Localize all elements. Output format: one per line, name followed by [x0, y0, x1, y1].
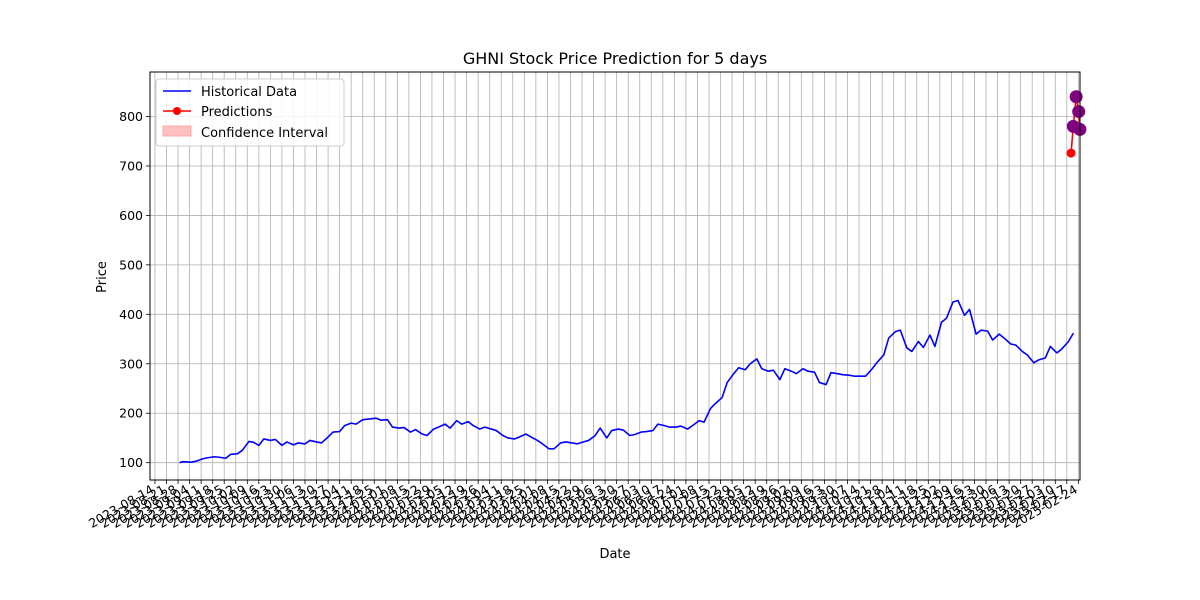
x-axis-label: Date — [599, 547, 630, 562]
y-tick-label: 400 — [119, 307, 143, 322]
legend-confidence-label: Confidence Interval — [201, 126, 328, 141]
legend-box — [155, 78, 345, 147]
y-tick-label: 600 — [119, 208, 143, 223]
y-tick-label: 500 — [119, 257, 143, 272]
y-tick-label: 300 — [119, 356, 143, 371]
y-tick-label: 100 — [119, 455, 143, 470]
legend-historical-label: Historical Data — [201, 85, 297, 100]
legend-confidence-swatch — [162, 125, 192, 137]
plot-area-frame — [149, 71, 1081, 481]
legend-predictions-label: Predictions — [201, 105, 273, 120]
chart-title: GHNI Stock Price Prediction for 5 days — [463, 49, 767, 68]
legend-predictions-marker — [173, 107, 181, 115]
historical-data-line — [179, 299, 1075, 464]
x-axis: 2023-08-142023-08-212023-08-282023-09-04… — [86, 480, 1080, 531]
prediction-point — [1069, 90, 1083, 104]
y-tick-label: 800 — [119, 109, 143, 124]
prediction-point — [1072, 105, 1086, 119]
y-tick-label: 200 — [119, 406, 143, 421]
y-axis: 100 200 300 400 500 600 700 800 — [119, 109, 150, 470]
y-axis-label: Price — [95, 261, 110, 293]
legend: Historical Data Predictions Confidence I… — [155, 78, 345, 147]
prediction-point — [1066, 148, 1076, 158]
data-series — [179, 90, 1087, 464]
y-tick-label: 700 — [119, 158, 143, 173]
